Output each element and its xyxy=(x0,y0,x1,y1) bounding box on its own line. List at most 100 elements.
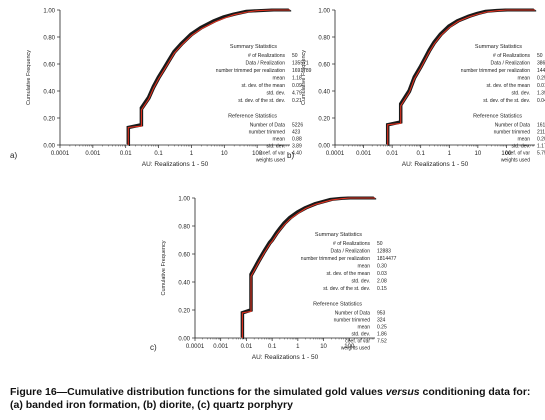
summary-stat-value: 135571 xyxy=(292,61,309,67)
summary-stat-label: st. dev. of the mean xyxy=(326,271,370,277)
reference-stat-label: number trimmed xyxy=(494,130,531,136)
summary-stat-label: # of Realizations xyxy=(493,53,530,59)
x-tick-label: 0.01 xyxy=(120,151,132,157)
summary-stat-value: 0.03 xyxy=(377,271,387,277)
y-tick-label: 0.20 xyxy=(43,117,55,123)
summary-stat-value: 1691789 xyxy=(292,68,312,74)
x-tick-label: 0.001 xyxy=(85,151,101,157)
x-tick-label: 0.1 xyxy=(154,151,163,157)
y-tick-label: 0.60 xyxy=(178,253,190,259)
reference-stat-value: 16174 xyxy=(537,123,545,129)
summary-stat-value: 50 xyxy=(292,53,298,59)
simulated-realization-line xyxy=(388,10,537,146)
x-tick-label: 0.1 xyxy=(268,344,277,350)
summary-stat-value: 1440909 xyxy=(537,68,545,74)
summary-stat-label: number trimmed per realization xyxy=(461,68,530,74)
reference-stat-label: Number of Data xyxy=(495,123,531,129)
caption-suffix: conditioning data for: (a) banded iron f… xyxy=(10,386,531,411)
y-tick-label: 0.20 xyxy=(178,309,190,315)
summary-stat-label: mean xyxy=(272,76,285,82)
panel-label: b) xyxy=(287,151,294,160)
reference-stat-value: 1.17 xyxy=(537,144,545,150)
summary-stat-value: 1.18 xyxy=(292,76,302,82)
y-tick-label: 0.80 xyxy=(43,36,55,42)
x-tick-label: 0.001 xyxy=(213,344,229,350)
reference-stat-label: std. dev. xyxy=(511,144,530,150)
reference-stat-label: coef. of var xyxy=(505,151,530,157)
x-axis-label: AU: Realizations 1 - 50 xyxy=(142,161,209,168)
summary-stats-title: Summary Statistics xyxy=(475,44,522,50)
reference-stat-label: std. dev. xyxy=(266,144,285,150)
summary-stat-value: 0.01 xyxy=(537,83,545,89)
summary-stat-value: 4.79 xyxy=(292,91,302,97)
summary-stat-value: 0.30 xyxy=(377,264,387,270)
reference-stat-value: 3.89 xyxy=(292,144,302,150)
y-tick-label: 0.40 xyxy=(43,90,55,96)
reference-stat-value: 1.86 xyxy=(377,332,387,338)
reference-stat-value: 324 xyxy=(377,318,386,324)
y-tick-label: 1.00 xyxy=(178,197,190,203)
x-axis-label: AU: Realizations 1 - 50 xyxy=(402,161,469,168)
reference-stat-label: weights used xyxy=(256,158,285,164)
x-tick-label: 10 xyxy=(320,344,327,350)
y-tick-label: 0.00 xyxy=(318,144,330,150)
caption-prefix: Figure 16—Cumulative distribution functi… xyxy=(10,386,386,398)
summary-stats-title: Summary Statistics xyxy=(230,44,277,50)
y-tick-label: 0.20 xyxy=(318,117,330,123)
reference-stat-label: coef. of var xyxy=(345,339,370,345)
x-tick-label: 100 xyxy=(252,151,263,157)
x-tick-label: 0.0001 xyxy=(326,151,345,157)
y-axis-label: Cumulative Frequency xyxy=(161,240,167,295)
y-axis-label: Cumulative Frequency xyxy=(301,50,307,105)
conditioning-data-line xyxy=(127,9,290,145)
x-tick-label: 0.01 xyxy=(241,344,253,350)
summary-stat-label: Data / Realization xyxy=(491,61,531,67)
y-tick-label: 0.80 xyxy=(178,225,190,231)
summary-stat-value: 0.15 xyxy=(377,286,387,292)
summary-stat-label: Data / Realization xyxy=(246,61,286,67)
summary-stat-value: 0.09 xyxy=(292,83,302,89)
reference-stat-label: std. dev. xyxy=(351,332,370,338)
summary-stat-value: 1.39 xyxy=(537,91,545,97)
chart-panel-2: 0.000.200.400.600.801.000.0001 0.001 0.01 0… xyxy=(287,8,545,168)
reference-stat-label: Number of Data xyxy=(250,123,286,129)
simulated-realization-line xyxy=(126,8,289,145)
chart-panel-3: 0.00 0.20 0.40 0.60 0.80 1.00 0.0001 0.001 0.01 0… xyxy=(150,196,397,361)
reference-stats-title: Reference Statistics xyxy=(313,302,362,308)
simulated-realization-line xyxy=(127,9,290,145)
x-axis-label: AU: Realizations 1 - 50 xyxy=(252,354,319,361)
x-tick-label: 100 xyxy=(501,151,512,157)
summary-stat-label: st. dev. of the st. dev. xyxy=(323,286,370,292)
x-tick-label: 0.0001 xyxy=(51,151,70,157)
summary-stat-label: mean xyxy=(357,264,370,270)
caption-italic: versus xyxy=(385,386,420,398)
summary-stat-label: st. dev. of the mean xyxy=(486,83,530,89)
summary-stat-value: 50 xyxy=(537,53,543,59)
reference-stat-label: mean xyxy=(357,325,370,331)
reference-stat-label: mean xyxy=(517,137,530,143)
summary-stat-value: 0.04 xyxy=(537,98,545,104)
y-tick-label: 1.00 xyxy=(318,9,330,15)
reference-stat-value: 953 xyxy=(377,311,386,317)
reference-stat-label: number trimmed xyxy=(249,130,286,136)
summary-stat-value: 386551 xyxy=(537,61,545,67)
y-tick-label: 0.00 xyxy=(43,144,55,150)
x-tick-label: 0.001 xyxy=(356,151,372,157)
figure-caption: Figure 16—Cumulative distribution functi… xyxy=(10,386,535,412)
conditioning-data-line xyxy=(387,9,535,145)
summary-stat-label: # of Realizations xyxy=(248,53,285,59)
reference-stats-title: Reference Statistics xyxy=(473,114,522,120)
summary-stats-title: Summary Statistics xyxy=(315,232,362,238)
reference-stat-value: 5226 xyxy=(292,123,303,129)
summary-stat-label: Data / Realization xyxy=(331,249,371,255)
y-axis-label: Cumulative Frequency xyxy=(26,50,32,105)
summary-stat-label: st. dev. of the st. dev. xyxy=(238,98,285,104)
simulated-realization-line xyxy=(127,8,290,145)
y-tick-label: 0.60 xyxy=(318,63,330,69)
reference-stat-label: mean xyxy=(272,137,285,143)
reference-stat-label: coef. of var xyxy=(260,151,285,157)
reference-stat-value: 423 xyxy=(292,130,301,136)
summary-stat-value: 2.08 xyxy=(377,279,387,285)
reference-stat-value: 7.52 xyxy=(377,339,387,345)
